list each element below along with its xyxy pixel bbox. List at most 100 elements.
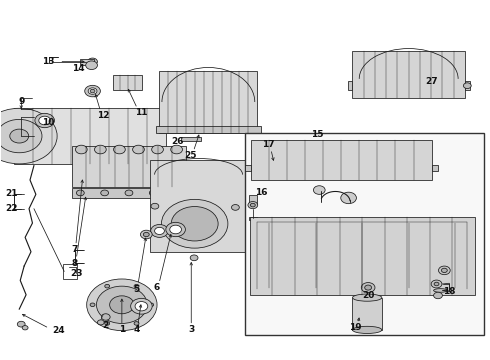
Circle shape bbox=[86, 61, 98, 69]
Circle shape bbox=[97, 286, 147, 323]
Bar bbox=[150, 160, 247, 252]
Circle shape bbox=[231, 204, 239, 210]
Circle shape bbox=[88, 58, 98, 65]
Circle shape bbox=[10, 129, 29, 143]
Circle shape bbox=[141, 230, 152, 239]
Bar bbox=[113, 75, 143, 90]
Circle shape bbox=[76, 190, 84, 196]
Text: 6: 6 bbox=[154, 283, 160, 292]
Circle shape bbox=[434, 292, 442, 299]
Ellipse shape bbox=[434, 289, 447, 292]
Ellipse shape bbox=[352, 294, 382, 301]
Text: 1: 1 bbox=[119, 325, 125, 334]
Text: 20: 20 bbox=[362, 291, 374, 300]
Circle shape bbox=[314, 186, 325, 194]
Text: 25: 25 bbox=[184, 151, 196, 160]
Circle shape bbox=[361, 283, 375, 293]
Circle shape bbox=[341, 192, 356, 204]
Circle shape bbox=[88, 88, 97, 94]
Bar bbox=[245, 134, 485, 335]
Text: 14: 14 bbox=[72, 64, 84, 73]
Text: 24: 24 bbox=[52, 326, 65, 335]
Circle shape bbox=[133, 145, 145, 154]
Circle shape bbox=[155, 227, 164, 234]
Circle shape bbox=[114, 145, 125, 154]
Circle shape bbox=[173, 190, 181, 196]
Text: 22: 22 bbox=[5, 204, 18, 213]
Bar bbox=[249, 195, 257, 204]
Circle shape bbox=[125, 190, 133, 196]
Text: 15: 15 bbox=[311, 130, 323, 139]
Text: 17: 17 bbox=[262, 140, 275, 149]
Circle shape bbox=[464, 83, 471, 89]
Text: 13: 13 bbox=[42, 57, 55, 66]
Circle shape bbox=[95, 145, 106, 154]
Circle shape bbox=[87, 279, 157, 330]
Circle shape bbox=[35, 113, 54, 128]
Text: 9: 9 bbox=[18, 97, 24, 106]
Circle shape bbox=[0, 108, 57, 164]
Circle shape bbox=[250, 203, 255, 207]
Circle shape bbox=[134, 321, 139, 325]
Circle shape bbox=[365, 285, 371, 290]
Circle shape bbox=[75, 145, 87, 154]
Circle shape bbox=[105, 321, 110, 325]
Circle shape bbox=[161, 199, 228, 248]
Text: 27: 27 bbox=[425, 77, 438, 86]
Text: 3: 3 bbox=[188, 325, 195, 334]
Circle shape bbox=[110, 296, 134, 314]
Circle shape bbox=[171, 145, 182, 154]
Ellipse shape bbox=[352, 326, 382, 333]
Bar bbox=[245, 165, 251, 171]
Bar bbox=[181, 137, 201, 141]
Bar bbox=[250, 217, 475, 295]
Circle shape bbox=[90, 89, 95, 93]
Circle shape bbox=[441, 268, 447, 273]
Bar bbox=[352, 51, 465, 98]
Circle shape bbox=[144, 232, 149, 237]
Circle shape bbox=[135, 302, 148, 311]
Text: 10: 10 bbox=[43, 118, 55, 127]
Text: 11: 11 bbox=[135, 108, 147, 117]
Bar bbox=[251, 140, 432, 180]
Circle shape bbox=[166, 222, 185, 237]
Text: 26: 26 bbox=[172, 138, 184, 147]
Bar bbox=[465, 81, 470, 90]
Circle shape bbox=[190, 255, 198, 261]
Circle shape bbox=[149, 303, 154, 307]
Circle shape bbox=[248, 202, 258, 209]
Bar bbox=[159, 71, 257, 134]
Text: 19: 19 bbox=[349, 323, 362, 332]
Text: 5: 5 bbox=[133, 284, 140, 293]
Text: 21: 21 bbox=[5, 189, 18, 198]
Circle shape bbox=[101, 314, 110, 320]
Bar bbox=[432, 165, 438, 171]
Bar bbox=[352, 298, 382, 330]
Circle shape bbox=[149, 190, 157, 196]
Text: 8: 8 bbox=[72, 259, 78, 268]
Circle shape bbox=[17, 321, 25, 327]
Circle shape bbox=[434, 282, 439, 286]
Bar bbox=[63, 264, 77, 279]
Circle shape bbox=[431, 280, 442, 288]
Circle shape bbox=[101, 190, 109, 196]
Bar bbox=[156, 126, 261, 134]
Circle shape bbox=[39, 116, 50, 125]
Text: 7: 7 bbox=[72, 246, 78, 255]
Circle shape bbox=[0, 120, 42, 153]
Circle shape bbox=[90, 303, 95, 307]
Bar bbox=[72, 146, 186, 187]
Circle shape bbox=[22, 325, 28, 330]
Circle shape bbox=[131, 298, 152, 314]
Bar bbox=[14, 108, 166, 164]
Bar bbox=[80, 59, 94, 65]
Circle shape bbox=[439, 266, 450, 275]
Circle shape bbox=[152, 145, 163, 154]
Circle shape bbox=[105, 284, 110, 288]
Text: 4: 4 bbox=[133, 325, 140, 334]
Text: 18: 18 bbox=[443, 287, 456, 296]
Circle shape bbox=[85, 85, 100, 97]
Text: 16: 16 bbox=[255, 188, 268, 197]
Text: 12: 12 bbox=[97, 111, 110, 120]
Circle shape bbox=[151, 225, 168, 237]
